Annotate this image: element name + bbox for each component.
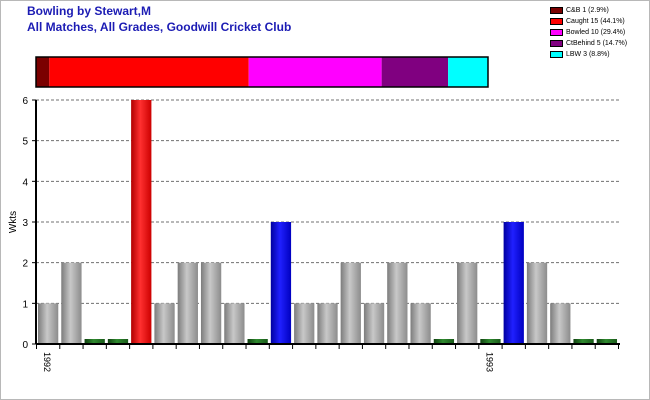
legend-item: LBW 3 (8.8%) bbox=[550, 49, 627, 60]
x-tick-label: 1992 bbox=[42, 352, 52, 372]
legend-label: CtBehind 5 (14.7%) bbox=[566, 40, 628, 47]
bar-zero bbox=[433, 339, 455, 344]
x-tick-label: 1993 bbox=[484, 352, 494, 372]
legend-swatch bbox=[550, 40, 563, 47]
stack-segment bbox=[49, 57, 249, 87]
bar bbox=[410, 303, 431, 344]
legend-swatch bbox=[550, 29, 563, 36]
bar-zero bbox=[247, 339, 268, 344]
y-tick-label: 1 bbox=[22, 299, 28, 310]
bar bbox=[550, 303, 571, 344]
bar bbox=[38, 303, 59, 344]
legend-item: C&B 1 (2.9%) bbox=[550, 5, 627, 16]
stack-segment bbox=[448, 57, 488, 87]
bar bbox=[317, 303, 338, 344]
stack-segment bbox=[248, 57, 382, 87]
legend-item: Caught 15 (44.1%) bbox=[550, 16, 627, 27]
legend-label: Bowled 10 (29.4%) bbox=[566, 29, 626, 36]
bar bbox=[526, 262, 548, 344]
stack-segment bbox=[36, 57, 50, 87]
y-tick-label: 3 bbox=[22, 218, 28, 229]
stack-border bbox=[35, 56, 489, 88]
legend-swatch bbox=[550, 7, 563, 14]
y-tick-label: 6 bbox=[22, 96, 28, 107]
bar bbox=[154, 303, 175, 344]
bar bbox=[457, 262, 478, 344]
chart-title: Bowling by Stewart,M bbox=[27, 4, 152, 18]
y-tick-label: 2 bbox=[22, 259, 28, 270]
y-axis-label: Wkts bbox=[8, 211, 19, 233]
bar bbox=[61, 262, 82, 344]
bar bbox=[200, 262, 222, 344]
legend-swatch bbox=[550, 51, 563, 58]
legend-item: CtBehind 5 (14.7%) bbox=[550, 38, 627, 49]
legend-item: Bowled 10 (29.4%) bbox=[550, 27, 627, 38]
bar-zero bbox=[573, 339, 594, 344]
bar bbox=[363, 303, 385, 344]
legend: C&B 1 (2.9%) Caught 15 (44.1%) Bowled 10 (… bbox=[550, 5, 627, 60]
legend-label: Caught 15 (44.1%) bbox=[566, 18, 625, 25]
y-tick-label: 4 bbox=[22, 177, 28, 188]
bar bbox=[131, 100, 152, 344]
dismissal-stacked-bar bbox=[35, 56, 489, 88]
legend-label: C&B 1 (2.9%) bbox=[566, 7, 609, 14]
bar bbox=[294, 303, 315, 344]
bar bbox=[224, 303, 245, 344]
bar bbox=[340, 262, 361, 344]
bar-zero bbox=[107, 339, 129, 344]
bar bbox=[177, 262, 198, 344]
y-tick-label: 0 bbox=[22, 340, 28, 351]
bar bbox=[503, 222, 524, 344]
bar-zero bbox=[84, 339, 105, 344]
legend-swatch bbox=[550, 18, 563, 25]
bar-zero bbox=[596, 339, 617, 344]
stack-segment bbox=[381, 57, 449, 87]
bar bbox=[387, 262, 408, 344]
legend-label: LBW 3 (8.8%) bbox=[566, 51, 610, 58]
bar bbox=[270, 222, 292, 344]
y-tick-label: 5 bbox=[22, 137, 28, 148]
bar-zero bbox=[480, 339, 501, 344]
chart-subtitle: All Matches, All Grades, Goodwill Cricke… bbox=[27, 20, 292, 34]
